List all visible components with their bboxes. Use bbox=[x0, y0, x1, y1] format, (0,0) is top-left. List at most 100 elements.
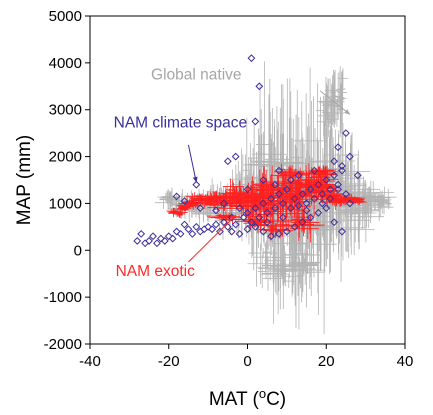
data-point bbox=[310, 194, 319, 203]
data-point bbox=[196, 204, 205, 213]
data-point bbox=[176, 229, 185, 238]
x-tick: -20 bbox=[158, 344, 180, 370]
data-point bbox=[287, 243, 326, 289]
data-point bbox=[298, 190, 307, 198]
data-point bbox=[334, 143, 342, 152]
data-point bbox=[335, 66, 349, 138]
data-point bbox=[282, 185, 291, 194]
annotation-arrow bbox=[188, 214, 237, 263]
data-point bbox=[196, 227, 205, 236]
data-point bbox=[286, 204, 295, 213]
data-point bbox=[334, 180, 342, 189]
data-point bbox=[154, 187, 181, 211]
data-point bbox=[367, 188, 397, 215]
data-point bbox=[219, 218, 228, 227]
data-point bbox=[259, 227, 268, 236]
data-point bbox=[338, 227, 346, 236]
y-tick-label: 4000 bbox=[49, 55, 82, 72]
data-point bbox=[298, 218, 307, 227]
annotation: NAM exotic bbox=[116, 214, 237, 280]
x-axis-title-superscript: o bbox=[259, 386, 266, 401]
y-axis-title: MAP (mm) bbox=[14, 135, 35, 225]
data-point bbox=[153, 239, 161, 248]
data-point bbox=[263, 218, 272, 227]
data-point bbox=[353, 171, 362, 180]
data-point bbox=[223, 222, 232, 231]
data-point bbox=[334, 185, 342, 194]
y-tick: 0 bbox=[74, 242, 90, 259]
data-point bbox=[204, 222, 213, 231]
data-point bbox=[314, 208, 323, 217]
data-point bbox=[172, 192, 181, 201]
data-point bbox=[208, 225, 216, 234]
data-point bbox=[247, 218, 256, 227]
data-point bbox=[302, 206, 311, 215]
data-point bbox=[243, 225, 252, 234]
data-point bbox=[310, 166, 319, 175]
data-point bbox=[141, 239, 150, 248]
y-tick-label: 2000 bbox=[49, 149, 82, 166]
data-point bbox=[259, 199, 268, 208]
data-point bbox=[290, 222, 299, 231]
annotation-label: Global native bbox=[151, 66, 241, 83]
data-point bbox=[338, 162, 346, 170]
x-tick-label: 0 bbox=[243, 353, 251, 370]
data-point bbox=[133, 237, 142, 245]
data-point bbox=[322, 204, 331, 213]
data-point bbox=[314, 180, 323, 189]
x-tick: 0 bbox=[243, 344, 252, 370]
data-point bbox=[180, 197, 189, 205]
data-point bbox=[279, 199, 287, 208]
data-point bbox=[156, 234, 165, 243]
data-point bbox=[338, 166, 346, 175]
data-point bbox=[212, 220, 220, 229]
data-point bbox=[345, 152, 354, 161]
data-point bbox=[271, 204, 279, 213]
data-point bbox=[282, 227, 291, 236]
data-point bbox=[330, 218, 339, 227]
annotation-label: NAM climate space bbox=[114, 115, 248, 132]
data-point bbox=[294, 171, 303, 180]
data-point bbox=[263, 208, 272, 217]
data-point bbox=[271, 180, 279, 189]
y-tick-label: 1000 bbox=[49, 195, 82, 212]
data-point bbox=[180, 220, 189, 229]
annotations: Global native NAM climate space NAM exotic bbox=[114, 66, 351, 280]
y-tick: 1000 bbox=[49, 195, 90, 212]
data-point bbox=[137, 229, 146, 238]
data-point bbox=[256, 206, 299, 241]
data-point bbox=[259, 176, 268, 184]
data-point bbox=[326, 194, 335, 203]
data-point bbox=[342, 190, 350, 198]
data-point bbox=[188, 229, 197, 238]
data-point bbox=[231, 152, 240, 161]
data-point bbox=[318, 190, 327, 198]
nam-climate-space-series bbox=[133, 54, 362, 248]
data-point bbox=[255, 82, 264, 91]
data-point bbox=[227, 227, 236, 236]
data-point bbox=[322, 176, 331, 184]
y-tick: -1000 bbox=[44, 289, 90, 306]
data-point bbox=[145, 237, 153, 245]
annotation-arrow bbox=[187, 144, 198, 183]
data-point bbox=[345, 199, 354, 208]
data-point bbox=[251, 222, 260, 231]
data-point bbox=[330, 157, 339, 166]
data-point bbox=[251, 117, 260, 126]
data-point bbox=[318, 199, 327, 208]
data-point bbox=[149, 232, 157, 241]
data-point bbox=[235, 229, 244, 238]
y-tick-label: 0 bbox=[74, 242, 82, 259]
data-point bbox=[345, 197, 367, 206]
x-axis-title: MAT (oC) bbox=[209, 386, 286, 410]
annotation-label: NAM exotic bbox=[116, 263, 195, 280]
data-point bbox=[326, 185, 335, 194]
data-point bbox=[306, 185, 315, 194]
data-point bbox=[212, 206, 220, 215]
data-point bbox=[330, 171, 339, 180]
data-point bbox=[200, 225, 209, 234]
data-point bbox=[223, 157, 232, 166]
annotation-arrow bbox=[320, 90, 351, 115]
y-tick: 4000 bbox=[49, 55, 90, 72]
x-tick-label: 20 bbox=[318, 353, 335, 370]
